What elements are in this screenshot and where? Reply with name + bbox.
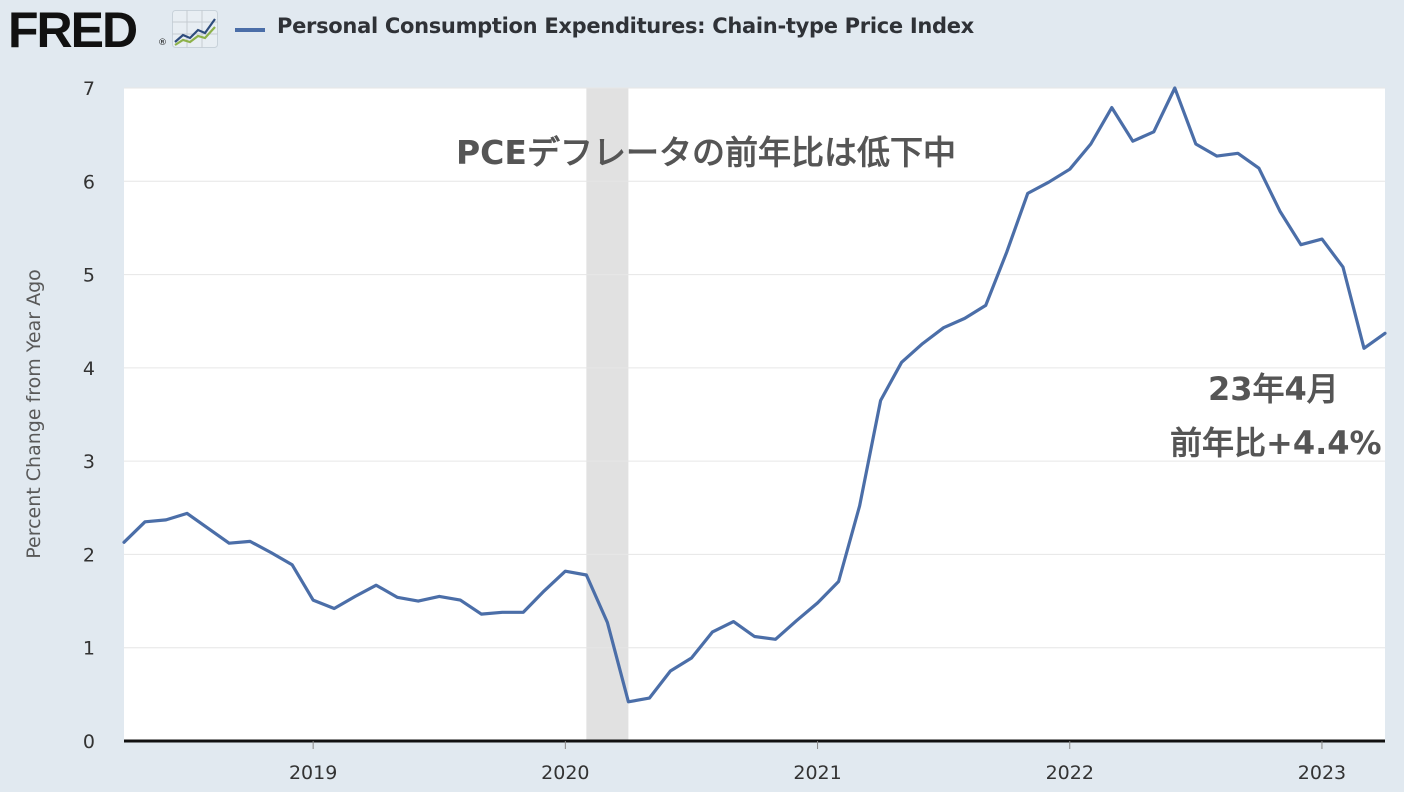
latest-value-annotation: 前年比+4.4%	[1170, 424, 1382, 462]
data-point[interactable]	[246, 537, 254, 545]
data-point[interactable]	[225, 539, 233, 547]
data-point[interactable]	[540, 587, 548, 595]
y-tick-label: 2	[83, 544, 95, 566]
data-point[interactable]	[1003, 248, 1011, 256]
y-axis-label: Percent Change from Year Ago	[23, 269, 45, 559]
chart-header: FRED ® Personal Consumption Expenditures…	[0, 0, 1404, 60]
data-point[interactable]	[1024, 189, 1032, 197]
latest-month-annotation: 23年4月	[1208, 370, 1339, 408]
data-point[interactable]	[204, 524, 212, 532]
x-tick-label: 2020	[541, 762, 589, 784]
data-point[interactable]	[393, 593, 401, 601]
data-point[interactable]	[1150, 128, 1158, 136]
data-point[interactable]	[1045, 178, 1053, 186]
data-point[interactable]	[1318, 235, 1326, 243]
data-point[interactable]	[1108, 104, 1116, 112]
y-tick-label: 7	[83, 78, 95, 100]
data-point[interactable]	[267, 549, 275, 557]
data-point[interactable]	[940, 324, 948, 332]
data-point[interactable]	[729, 618, 737, 626]
y-tick-label: 0	[83, 731, 95, 753]
data-point[interactable]	[1087, 140, 1095, 148]
data-point[interactable]	[1255, 164, 1263, 172]
data-point[interactable]	[435, 592, 443, 600]
x-tick-label: 2021	[793, 762, 841, 784]
data-point[interactable]	[1192, 140, 1200, 148]
data-point[interactable]	[1171, 84, 1179, 92]
data-point[interactable]	[309, 596, 317, 604]
data-point[interactable]	[793, 617, 801, 625]
data-point[interactable]	[162, 516, 170, 524]
data-point[interactable]	[708, 628, 716, 636]
series-legend-label[interactable]: Personal Consumption Expenditures: Chain…	[277, 14, 974, 38]
data-point[interactable]	[330, 605, 338, 613]
data-point[interactable]	[1234, 149, 1242, 157]
data-point[interactable]	[666, 667, 674, 675]
legend-swatch	[235, 28, 265, 32]
data-point[interactable]	[1213, 152, 1221, 160]
registered-mark: ®	[158, 38, 167, 48]
data-point[interactable]	[1381, 329, 1389, 337]
data-point[interactable]	[519, 608, 527, 616]
data-point[interactable]	[582, 571, 590, 579]
data-point[interactable]	[835, 577, 843, 585]
data-point[interactable]	[1066, 165, 1074, 173]
data-point[interactable]	[751, 633, 759, 641]
data-point[interactable]	[898, 358, 906, 366]
data-point[interactable]	[372, 581, 380, 589]
y-tick-label: 5	[83, 265, 95, 287]
series-line[interactable]	[122, 86, 1387, 704]
y-tick-label: 1	[83, 638, 95, 660]
data-point[interactable]	[856, 502, 864, 510]
data-point[interactable]	[877, 397, 885, 405]
chart-annotation-title: PCEデフレータの前年比は低下中	[456, 133, 956, 172]
data-point[interactable]	[1297, 241, 1305, 249]
data-point[interactable]	[561, 567, 569, 575]
y-tick-label: 3	[83, 451, 95, 473]
fred-logo: FRED	[8, 2, 138, 58]
plot-area	[124, 88, 1385, 741]
data-point[interactable]	[351, 592, 359, 600]
data-point[interactable]	[414, 597, 422, 605]
data-point[interactable]	[772, 635, 780, 643]
data-point[interactable]	[1129, 137, 1137, 145]
data-point[interactable]	[814, 599, 822, 607]
fred-graph-icon	[172, 10, 218, 48]
y-tick-label: 6	[83, 171, 95, 193]
data-point[interactable]	[919, 340, 927, 348]
x-tick-label: 2019	[289, 762, 337, 784]
data-point[interactable]	[982, 301, 990, 309]
data-point[interactable]	[288, 561, 296, 569]
data-point[interactable]	[477, 610, 485, 618]
data-point[interactable]	[120, 538, 128, 546]
data-point[interactable]	[1360, 344, 1368, 352]
data-point[interactable]	[687, 654, 695, 662]
data-point[interactable]	[456, 596, 464, 604]
y-tick-label: 4	[83, 358, 95, 380]
data-point[interactable]	[498, 608, 506, 616]
data-point[interactable]	[645, 694, 653, 702]
recession-shading	[586, 88, 629, 741]
data-point[interactable]	[624, 698, 632, 706]
data-point[interactable]	[961, 314, 969, 322]
data-point[interactable]	[1339, 263, 1347, 271]
x-tick-label: 2022	[1046, 762, 1094, 784]
x-tick-label: 2023	[1298, 762, 1346, 784]
data-point[interactable]	[141, 518, 149, 526]
data-point[interactable]	[603, 619, 611, 627]
data-point[interactable]	[1276, 207, 1284, 215]
data-point[interactable]	[183, 509, 191, 517]
